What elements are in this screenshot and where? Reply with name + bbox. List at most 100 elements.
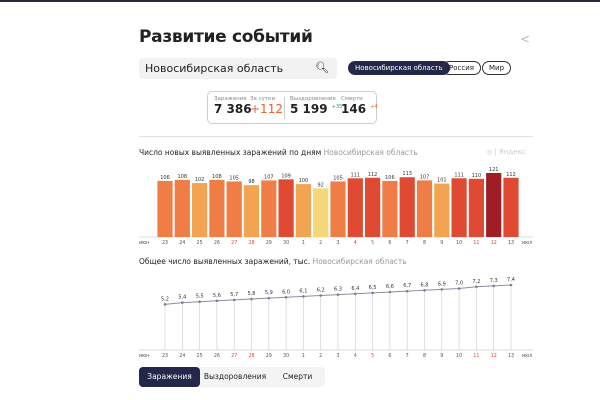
share-icon[interactable]: < <box>520 32 531 46</box>
stat-label: Заражения <box>214 96 247 102</box>
data-point <box>405 289 409 293</box>
data-point <box>302 295 305 298</box>
bar <box>434 183 450 237</box>
x-tick-label: 13 <box>508 353 514 359</box>
bar <box>243 185 260 237</box>
data-point <box>319 294 323 297</box>
bar-value-label: 105 <box>333 175 343 181</box>
chip-russia[interactable]: Россия <box>442 61 481 75</box>
bar <box>295 184 311 237</box>
x-tick-label: 28 <box>248 240 254 246</box>
tab-recovered[interactable]: Выздоровления <box>203 372 267 381</box>
tab-deaths[interactable]: Смерти <box>282 372 313 381</box>
data-point <box>232 298 236 302</box>
stat-value: 5 199 <box>290 102 328 116</box>
bar-value-label: 106 <box>385 175 395 181</box>
point-value-label: 6,8 <box>421 282 429 288</box>
point-value-label: 5,2 <box>161 296 169 302</box>
search-icon[interactable]: 🔍︎ <box>315 61 329 74</box>
stat-label: Выздоровления <box>290 96 336 102</box>
x-tick-label: 13 <box>508 240 514 246</box>
x-tick-label: 7 <box>406 240 409 246</box>
point-value-label: 5,4 <box>178 295 186 301</box>
x-tick-label: 1 <box>302 240 305 246</box>
point-value-label: 7,4 <box>507 277 515 283</box>
bar <box>468 178 484 237</box>
point-value-label: 6,0 <box>282 289 290 295</box>
divider <box>139 136 533 137</box>
stat-delta: +35 <box>331 104 343 110</box>
line-chart-subtitle: Новосибирская область <box>312 257 407 266</box>
bar <box>261 180 277 237</box>
stat-label: За сутки <box>250 96 276 102</box>
x-tick-label: 24 <box>179 240 185 246</box>
stats-card: Заражения 7 386 За сутки +112 Выздоровле… <box>207 91 378 124</box>
tab-infections[interactable]: Заражения <box>139 367 200 387</box>
data-point <box>181 301 184 304</box>
point-value-label: 6,6 <box>386 284 394 290</box>
data-point <box>509 283 513 287</box>
point-value-label: 5,6 <box>213 293 221 299</box>
stat-value: 7 386 <box>214 102 252 116</box>
point-value-label: 7,0 <box>455 281 463 287</box>
point-value-label: 6,3 <box>334 287 342 293</box>
month-label-start: июн <box>139 241 149 246</box>
bar-value-label: 108 <box>212 174 222 180</box>
bar <box>416 180 433 237</box>
month-label-end: июл <box>522 354 532 359</box>
x-tick-label: 27 <box>231 240 237 246</box>
x-tick-label: 6 <box>388 353 391 359</box>
bar-value-label: 100 <box>299 178 309 184</box>
bar <box>486 173 502 237</box>
x-tick-label: 9 <box>440 353 443 359</box>
bar <box>209 179 225 237</box>
x-tick-label: 26 <box>214 353 220 359</box>
bar <box>174 179 190 237</box>
bar-value-label: 102 <box>195 177 205 183</box>
x-tick-label: 29 <box>266 353 272 359</box>
point-value-label: 6,9 <box>438 281 446 287</box>
x-tick-label: 28 <box>248 353 254 359</box>
stat-deaths: Смерти 146 +4 <box>341 96 378 116</box>
bar <box>226 181 242 237</box>
point-value-label: 6,2 <box>317 288 325 294</box>
x-tick-label: 3 <box>336 240 339 246</box>
point-value-label: 5,9 <box>265 290 273 296</box>
data-point <box>267 296 271 300</box>
x-tick-label: 5 <box>371 353 374 359</box>
bar <box>382 180 398 237</box>
x-tick-label: 27 <box>231 353 237 359</box>
bar <box>330 181 346 237</box>
chip-world[interactable]: Мир <box>482 61 512 75</box>
bar-value-label: 101 <box>437 178 447 184</box>
x-tick-label: 7 <box>406 353 409 359</box>
page-title: Развитие событий <box>139 27 313 47</box>
data-point <box>388 290 392 294</box>
bar-value-label: 108 <box>178 174 188 180</box>
bar-value-label: 107 <box>264 174 274 180</box>
chip-novosibirsk[interactable]: Новосибирская область <box>348 61 450 75</box>
x-tick-label: 11 <box>473 240 479 246</box>
point-value-label: 6,1 <box>299 288 307 294</box>
x-tick-label: 24 <box>179 353 185 359</box>
bar <box>347 178 363 237</box>
point-value-label: 6,7 <box>403 283 411 289</box>
bar-value-label: 98 <box>248 179 254 185</box>
point-value-label: 7,3 <box>490 278 498 284</box>
x-tick-label: 12 <box>491 353 497 359</box>
bar-value-label: 106 <box>160 175 170 181</box>
month-label-end: июл <box>522 241 532 246</box>
data-point <box>354 292 357 296</box>
x-tick-label: 11 <box>473 353 479 359</box>
stat-recovered: Выздоровления 5 199 +35 <box>290 96 342 116</box>
x-tick-label: 8 <box>423 240 426 246</box>
bar <box>313 188 329 237</box>
point-value-label: 5,7 <box>230 292 238 298</box>
region-search-input[interactable]: Новосибирская область 🔍︎ <box>139 58 337 79</box>
point-value-label: 7,2 <box>472 279 480 285</box>
x-tick-label: 26 <box>214 240 220 246</box>
bar <box>157 180 173 237</box>
bar <box>399 177 415 237</box>
bar <box>278 179 294 237</box>
metric-tabs: Заражения Выздоровления Смерти <box>139 367 325 387</box>
